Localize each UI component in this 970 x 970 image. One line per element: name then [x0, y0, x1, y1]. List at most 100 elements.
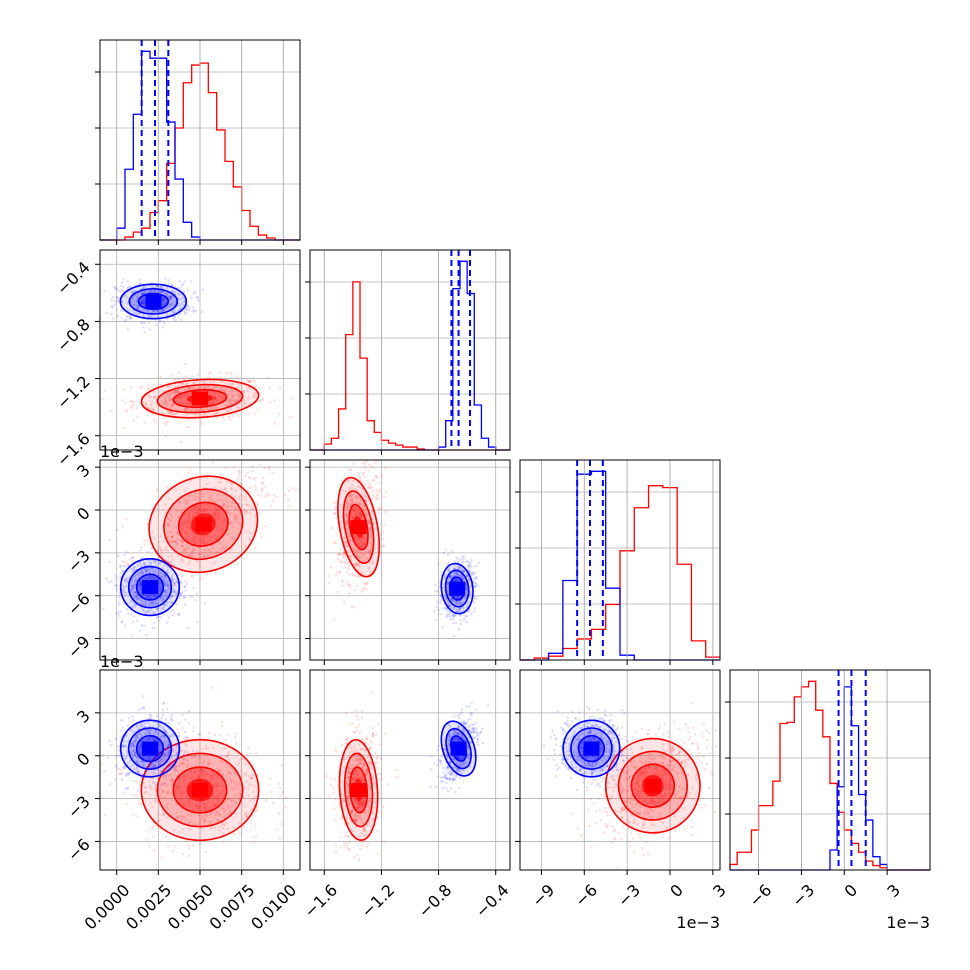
sample-point — [197, 806, 200, 810]
sample-point — [344, 521, 348, 525]
sample-point — [451, 599, 455, 603]
sample-point — [194, 769, 197, 773]
sample-point — [187, 820, 191, 824]
sample-point — [229, 396, 232, 399]
sample-point — [350, 605, 354, 608]
sample-point — [227, 415, 230, 419]
sample-point — [196, 373, 200, 376]
sample-point — [234, 772, 237, 775]
sample-point — [166, 791, 170, 795]
sample-point — [456, 560, 459, 564]
sample-point — [193, 542, 196, 545]
sample-point — [129, 386, 133, 389]
sample-point — [352, 534, 356, 538]
sample-point — [358, 815, 361, 818]
sample-point — [172, 290, 175, 293]
sample-point — [185, 382, 188, 386]
sample-point — [361, 801, 364, 805]
sample-point — [261, 397, 265, 401]
sample-point — [220, 754, 223, 758]
sample-point — [170, 594, 174, 598]
sample-point — [215, 798, 219, 801]
contour-red — [163, 488, 244, 561]
sample-point — [149, 314, 153, 318]
sample-point — [341, 816, 344, 820]
sample-point — [194, 472, 198, 476]
sample-point — [181, 303, 185, 307]
sample-point — [343, 841, 346, 845]
sample-point — [218, 769, 221, 773]
sample-point — [362, 764, 366, 767]
sample-point — [331, 791, 335, 794]
sample-point — [163, 734, 166, 738]
sample-point — [208, 401, 212, 405]
sample-point — [137, 801, 141, 805]
sample-point — [213, 511, 217, 515]
sample-point — [168, 295, 171, 299]
sample-point — [148, 396, 152, 399]
sample-point — [121, 590, 125, 594]
sample-point — [223, 396, 226, 400]
sample-point — [122, 289, 126, 293]
sample-point — [174, 768, 178, 772]
sample-point — [351, 506, 355, 510]
sample-point — [224, 545, 228, 549]
sample-point — [475, 575, 479, 579]
sample-point — [214, 517, 218, 520]
sample-point — [174, 300, 177, 303]
sample-point — [187, 471, 190, 475]
sample-point — [144, 596, 148, 599]
sample-point — [172, 303, 176, 307]
sample-point — [110, 743, 113, 747]
sample-point — [458, 602, 461, 606]
sample-point — [147, 387, 151, 390]
sample-point — [165, 404, 169, 407]
sample-point — [135, 407, 139, 410]
sample-point — [179, 593, 183, 597]
sample-point — [170, 540, 174, 544]
sample-point — [143, 731, 147, 735]
sample-point — [139, 281, 142, 284]
sample-point — [127, 563, 130, 567]
sample-point — [356, 806, 360, 809]
sample-point — [346, 567, 350, 570]
y-tick-label: −6 — [64, 589, 94, 619]
sample-point — [151, 289, 155, 293]
sample-point — [237, 496, 241, 499]
sample-point — [203, 601, 207, 605]
sample-point — [195, 807, 199, 810]
sample-point — [185, 744, 188, 747]
sample-point — [203, 542, 207, 546]
sample-point — [229, 521, 232, 524]
sample-point — [121, 745, 124, 748]
sample-point — [186, 376, 189, 379]
sample-point — [164, 559, 168, 562]
sample-point — [128, 285, 132, 288]
sample-point — [153, 728, 157, 732]
sample-point — [158, 597, 162, 601]
sample-point — [264, 524, 267, 528]
sample-point — [277, 812, 281, 815]
sample-point — [179, 381, 183, 385]
sample-point — [351, 808, 354, 812]
sample-point — [137, 749, 141, 753]
sample-point — [368, 822, 371, 825]
sample-point — [170, 714, 174, 717]
sample-point — [231, 525, 235, 529]
sample-point — [349, 495, 352, 499]
sample-point — [227, 393, 231, 396]
sample-point — [132, 311, 136, 315]
sample-point — [455, 573, 458, 577]
sample-point — [121, 559, 125, 563]
sample-point — [439, 612, 442, 616]
sample-point — [207, 746, 210, 750]
sample-point — [334, 506, 338, 510]
sample-point — [180, 792, 183, 796]
sample-point — [206, 764, 210, 767]
sample-point — [148, 765, 152, 769]
sample-point — [171, 558, 175, 561]
sample-point — [136, 761, 139, 764]
sample-point — [439, 601, 442, 605]
sample-point — [214, 406, 217, 410]
sample-point — [349, 498, 352, 502]
